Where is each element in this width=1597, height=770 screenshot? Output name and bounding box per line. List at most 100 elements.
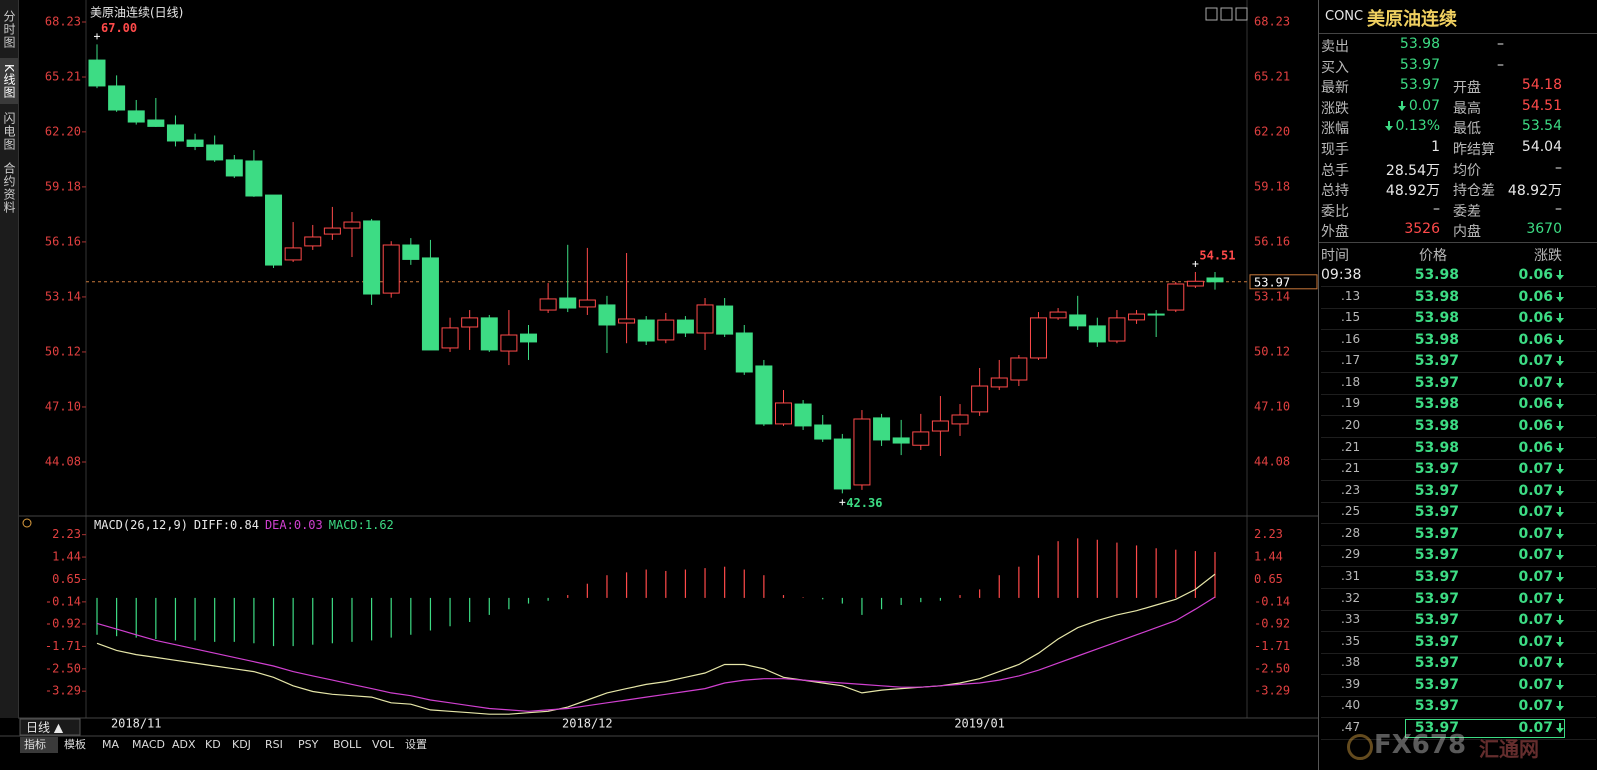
trade-change: 0.06 (1518, 440, 1567, 456)
bottom-tab[interactable]: VOL (372, 738, 395, 751)
y-tick-label: 47.10 (45, 399, 81, 413)
bottom-tab[interactable]: ADX (172, 738, 196, 751)
down-arrow (1397, 100, 1406, 111)
bottom-tab[interactable]: PSY (298, 738, 319, 751)
bottom-tab[interactable]: KDJ (232, 738, 251, 751)
chart-title: 美原油连续(日线) (90, 5, 183, 20)
tab-active (20, 737, 58, 753)
bottom-tab[interactable]: MACD (132, 738, 165, 751)
candle-body (265, 194, 283, 266)
bottom-tab[interactable]: KD (205, 738, 221, 751)
trade-change: 0.07 (1518, 375, 1567, 391)
row-divider (1321, 566, 1596, 568)
trade-price: 53.97 (1414, 374, 1459, 391)
value-text: 0.06 (1518, 396, 1553, 413)
candle-body (657, 319, 675, 341)
y-tick-label: -0.14 (1254, 594, 1290, 608)
trade-price: 53.97 (1414, 633, 1459, 650)
y-tick-label: 44.08 (45, 454, 81, 468)
y-tick-label: 56.16 (45, 234, 81, 248)
y-tick-label: 53.14 (1254, 289, 1290, 303)
bottom-tab[interactable]: 指标 (24, 737, 46, 751)
icon[interactable] (1235, 7, 1248, 21)
trades-header: 涨跌 (1534, 248, 1562, 264)
candle-body (951, 414, 969, 425)
candle-body (127, 110, 145, 123)
chart-area: 美原油连续(日线) 68.23 68.23 65.21 65.21 62.20 62.20… (0, 0, 1318, 753)
side-tab[interactable]: K线图 (0, 58, 18, 104)
side-tab[interactable]: 闪电图 (2, 111, 16, 151)
value-text: 0.07 (1518, 461, 1553, 478)
candle-body (421, 257, 439, 351)
watermark: FX678 (1374, 730, 1467, 760)
quote-label: 持仓差 (1453, 183, 1495, 200)
y-tick-label: 68.23 (1254, 15, 1290, 29)
trades-header: 时间 (1321, 248, 1349, 264)
candle-body (755, 365, 773, 425)
value-text: 0.07 (1518, 676, 1553, 693)
quote-label: 现手 (1321, 142, 1349, 158)
row-highlight (1405, 718, 1565, 738)
icon[interactable] (1205, 7, 1218, 21)
bottom-tab[interactable]: 模板 (64, 737, 86, 751)
legend-entry: DEA:0.03 (265, 518, 323, 532)
trade-time: .40 (1341, 698, 1361, 713)
row-divider (1321, 674, 1596, 676)
x-tick-label: 2018/12 (562, 717, 613, 731)
row-divider (1321, 393, 1596, 395)
value-text: – (1433, 200, 1440, 217)
down-arrow (1556, 550, 1564, 561)
y-tick-label: 50.12 (45, 344, 81, 358)
trade-change: 0.07 (1518, 526, 1567, 542)
row-divider (1321, 609, 1596, 611)
bottom-tab[interactable]: 设置 (405, 738, 427, 751)
candle-body (676, 319, 694, 334)
watermark: 汇通网 (1479, 737, 1539, 761)
trade-change: 0.07 (1518, 591, 1567, 607)
value-text: 0.07 (1518, 590, 1553, 607)
candle-body (912, 431, 930, 446)
trade-time: .29 (1341, 547, 1361, 562)
value-text: 0.07 (1408, 97, 1440, 114)
quote-value: 3670 (1526, 221, 1562, 238)
quote-label: 委比 (1321, 203, 1349, 220)
candle-body (1128, 313, 1146, 321)
side-tab[interactable]: 分时图 (2, 9, 16, 49)
row-divider (1321, 738, 1596, 740)
quote-label: 均价 (1453, 162, 1481, 179)
trade-price: 53.98 (1414, 288, 1459, 305)
bottom-tab[interactable]: BOLL (333, 738, 362, 751)
y-tick-label: 56.16 (1254, 234, 1290, 248)
period-label: 日线 ▲ (26, 721, 64, 735)
y-tick-label: 47.10 (1254, 399, 1290, 413)
trade-time: .32 (1341, 590, 1361, 605)
row-divider (1321, 652, 1596, 654)
candle-body (735, 332, 753, 373)
row-divider (1321, 458, 1596, 460)
settings-icon[interactable] (22, 518, 32, 528)
trade-change: 0.06 (1518, 418, 1567, 434)
quote-value: – (1433, 201, 1440, 217)
quote-value: 54.04 (1521, 139, 1562, 155)
trade-change: 0.07 (1518, 353, 1567, 369)
value-text: 0.07 (1518, 504, 1553, 521)
y-tick-label: -0.92 (1254, 616, 1290, 630)
side-tab[interactable]: 合约资料 (2, 162, 16, 214)
y-tick-label: 2.23 (1254, 527, 1283, 541)
quote-code: CONC (1325, 9, 1364, 24)
down-arrow (1556, 313, 1564, 324)
down-arrow (1556, 615, 1564, 626)
trade-time: .18 (1341, 374, 1361, 389)
quote-value: 53.97 (1400, 77, 1440, 93)
value-text: 0.07 (1518, 353, 1553, 370)
row-divider (1321, 436, 1596, 438)
bottom-tab[interactable]: RSI (265, 738, 283, 751)
y-tick-label: 0.65 (1254, 572, 1283, 586)
bottom-tab[interactable]: MA (102, 738, 119, 751)
down-arrow (1556, 593, 1564, 604)
last-price-box (1249, 274, 1318, 290)
trade-change: 0.07 (1518, 677, 1567, 693)
icon[interactable] (1220, 7, 1233, 21)
trade-change: 0.07 (1518, 698, 1567, 714)
candle-body (1049, 311, 1067, 319)
